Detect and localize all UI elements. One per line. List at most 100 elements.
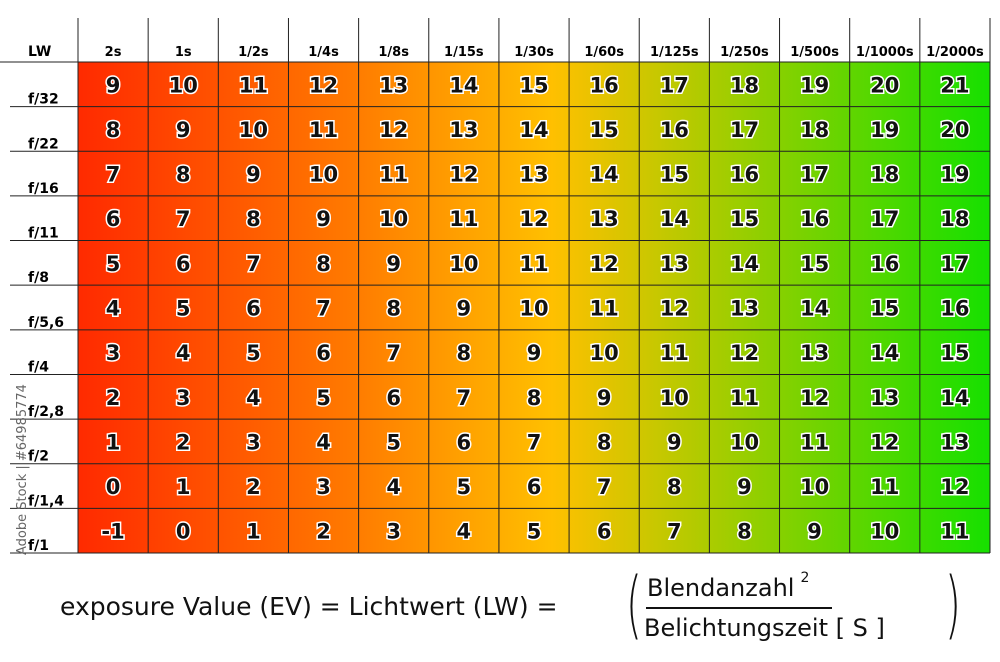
ev-cell: 12 <box>519 207 548 231</box>
ev-cell: 18 <box>730 73 759 97</box>
row-header: f/1 <box>28 538 49 554</box>
ev-cell: 10 <box>169 73 198 97</box>
ev-cell: 13 <box>660 252 689 276</box>
ev-cell: 10 <box>730 430 759 454</box>
ev-cell: 10 <box>519 297 548 321</box>
ev-cell: 15 <box>519 73 548 97</box>
ev-cell: 9 <box>737 475 752 499</box>
ev-cell: 2 <box>106 386 121 410</box>
ev-cell: 2 <box>246 475 261 499</box>
ev-cell: 12 <box>449 163 478 187</box>
ev-cell: 11 <box>800 430 829 454</box>
column-header: 1/8s <box>378 45 409 60</box>
ev-cell: 13 <box>730 297 759 321</box>
ev-cell: 5 <box>527 520 542 544</box>
ev-cell: 14 <box>519 118 548 142</box>
ev-cell: 15 <box>800 252 829 276</box>
ev-cell: 16 <box>730 163 759 187</box>
ev-cell: 12 <box>590 252 619 276</box>
ev-cell: 8 <box>527 386 542 410</box>
column-header: 1/30s <box>514 45 554 60</box>
ev-cell: 11 <box>590 297 619 321</box>
fraction-bar <box>646 607 832 609</box>
ev-cell: 12 <box>940 475 969 499</box>
ev-cell: 8 <box>597 430 612 454</box>
ev-cell: 20 <box>940 118 969 142</box>
column-header: 1/2000s <box>926 45 984 60</box>
ev-cell: 3 <box>176 386 191 410</box>
ev-cell: 11 <box>940 520 969 544</box>
ev-cell: 11 <box>379 163 408 187</box>
ev-cell: 10 <box>800 475 829 499</box>
ev-cell: 8 <box>316 252 331 276</box>
ev-cell: 16 <box>590 73 619 97</box>
row-header: f/22 <box>28 136 59 152</box>
row-header: f/11 <box>28 226 59 242</box>
ev-cell: 11 <box>730 386 759 410</box>
ev-cell: 0 <box>106 475 121 499</box>
row-header: f/5,6 <box>28 315 64 331</box>
close-paren: ) <box>945 562 961 648</box>
ev-cell: 17 <box>730 118 759 142</box>
ev-cell: 16 <box>870 252 899 276</box>
ev-cell: 16 <box>940 297 969 321</box>
ev-cell: 4 <box>176 341 191 365</box>
row-header: f/2,8 <box>28 404 64 420</box>
ev-cell: 8 <box>667 475 682 499</box>
ev-cell: 12 <box>379 118 408 142</box>
ev-cell: 12 <box>870 430 899 454</box>
open-paren: ( <box>626 562 642 648</box>
ev-cell: 10 <box>239 118 268 142</box>
ev-cell: 10 <box>590 341 619 365</box>
ev-cell: 12 <box>309 73 338 97</box>
ev-cell: 6 <box>457 430 472 454</box>
ev-cell: 0 <box>176 520 191 544</box>
ev-cell: 15 <box>590 118 619 142</box>
ev-cell: 9 <box>457 297 472 321</box>
ev-cell: 1 <box>176 475 191 499</box>
ev-cell: 4 <box>457 520 472 544</box>
ev-cell: 13 <box>800 341 829 365</box>
ev-cell: 10 <box>309 163 338 187</box>
column-header: 1/125s <box>650 45 699 60</box>
column-header: 2s <box>105 45 122 60</box>
ev-cell: 6 <box>527 475 542 499</box>
ev-cell: 6 <box>246 297 261 321</box>
ev-cell: 9 <box>597 386 612 410</box>
ev-cell: 4 <box>386 475 401 499</box>
ev-cell: 5 <box>106 252 121 276</box>
ev-cell: 6 <box>176 252 191 276</box>
ev-cell: 5 <box>246 341 261 365</box>
ev-cell: 14 <box>940 386 969 410</box>
column-headers: 2s 1s 1/2s 1/4s 1/8s 1/15s 1/30s 1/60s 1/125s 1/2… <box>105 45 984 60</box>
formula-denominator: Belichtungszeit [ S ] <box>644 614 885 642</box>
ev-formula: exposure Value (EV) = Lichtwert (LW) = (… <box>40 566 980 656</box>
ev-cell: 16 <box>800 207 829 231</box>
row-header: f/4 <box>28 359 49 375</box>
ev-cell: 8 <box>386 297 401 321</box>
ev-cell: 7 <box>316 297 331 321</box>
row-headers: f/32 f/22 f/16 f/11 f/8 f/5,6 f/4 f/2,8 f/2 f/1,4… <box>28 92 64 554</box>
ev-cell: 11 <box>660 341 689 365</box>
ev-cell: 8 <box>457 341 472 365</box>
ev-cell: 9 <box>106 73 121 97</box>
ev-cell: 3 <box>386 520 401 544</box>
ev-cell: 11 <box>449 207 478 231</box>
ev-cell: 14 <box>590 163 619 187</box>
numerator-text: Blendanzahl <box>647 574 795 602</box>
ev-cell: 14 <box>730 252 759 276</box>
table-grid <box>0 18 991 554</box>
ev-cell: 8 <box>176 163 191 187</box>
formula-numerator: Blendanzahl 2 <box>647 570 809 602</box>
ev-cell: 7 <box>527 430 542 454</box>
ev-cell: 4 <box>106 297 121 321</box>
formula-lhs: exposure Value (EV) = Lichtwert (LW) = <box>60 592 558 621</box>
ev-cell: 6 <box>316 341 331 365</box>
ev-cell: 7 <box>176 207 191 231</box>
ev-cell: 11 <box>239 73 268 97</box>
column-header: 1/15s <box>444 45 484 60</box>
ev-cell: 11 <box>309 118 338 142</box>
ev-cell: -1 <box>101 520 124 544</box>
ev-cell: 8 <box>246 207 261 231</box>
ev-cell: 11 <box>519 252 548 276</box>
